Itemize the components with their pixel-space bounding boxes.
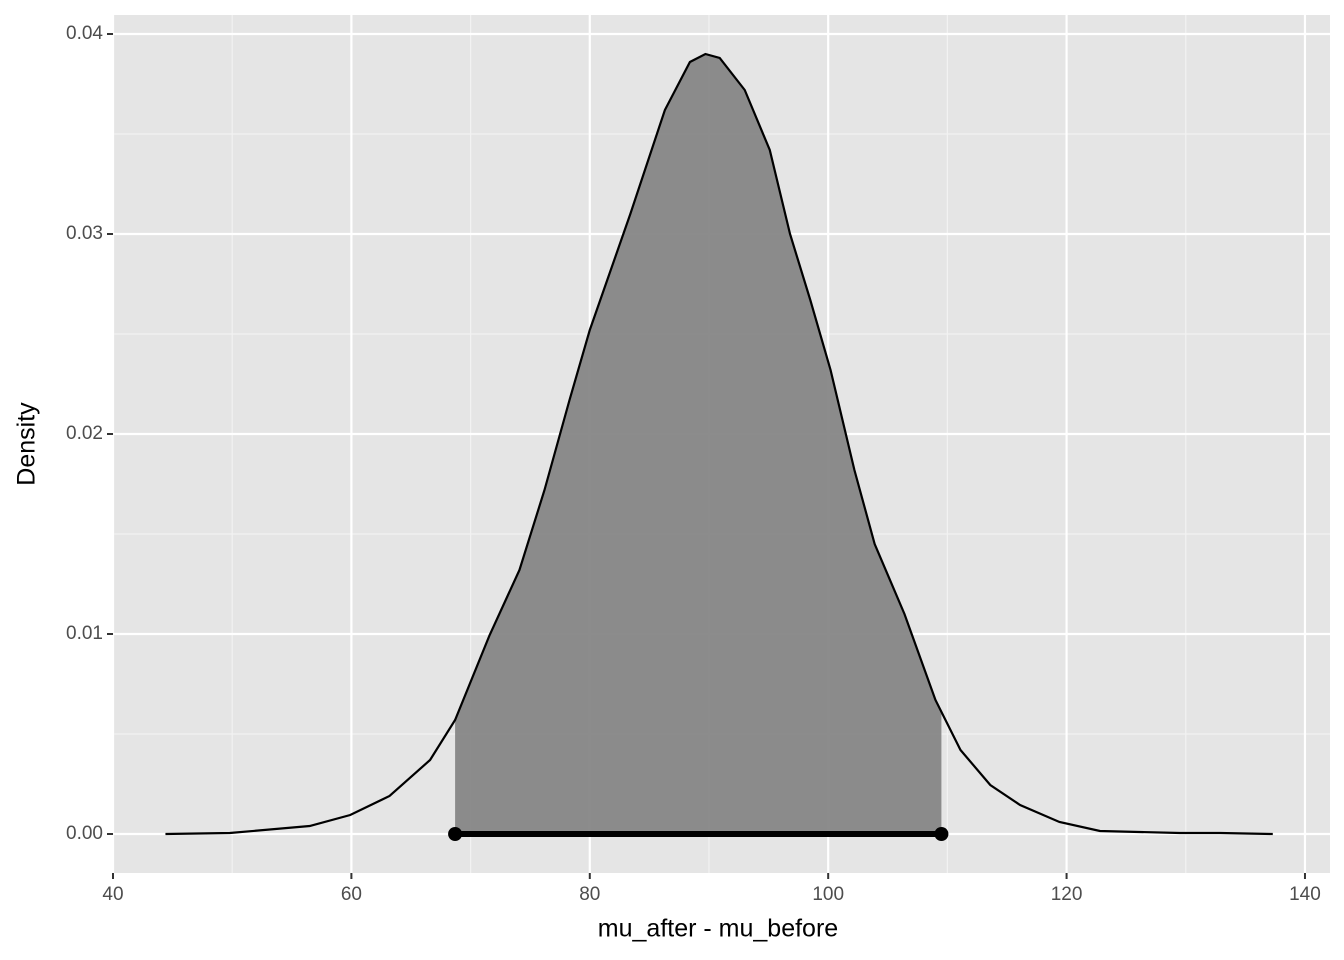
interval-end — [934, 827, 949, 841]
x-tick-label: 120 — [1051, 884, 1083, 905]
y-tick-label: 0.00 — [66, 823, 103, 844]
x-tick-label: 100 — [812, 884, 844, 905]
x-tick-label: 140 — [1289, 884, 1321, 905]
x-tick-label: 40 — [102, 884, 123, 905]
interval-area — [455, 54, 942, 834]
y-tick-label: 0.04 — [66, 23, 103, 44]
y-tick-label: 0.03 — [66, 223, 103, 244]
x-tick-label: 60 — [341, 884, 362, 905]
density-line — [165, 52, 1273, 836]
y-tick-label: 0.01 — [66, 623, 103, 644]
y-axis-title: Density — [13, 402, 41, 486]
x-axis-title: mu_after - mu_before — [598, 915, 838, 943]
interval-end — [448, 827, 463, 841]
y-tick-label: 0.02 — [66, 423, 103, 444]
x-tick-label: 80 — [579, 884, 600, 905]
